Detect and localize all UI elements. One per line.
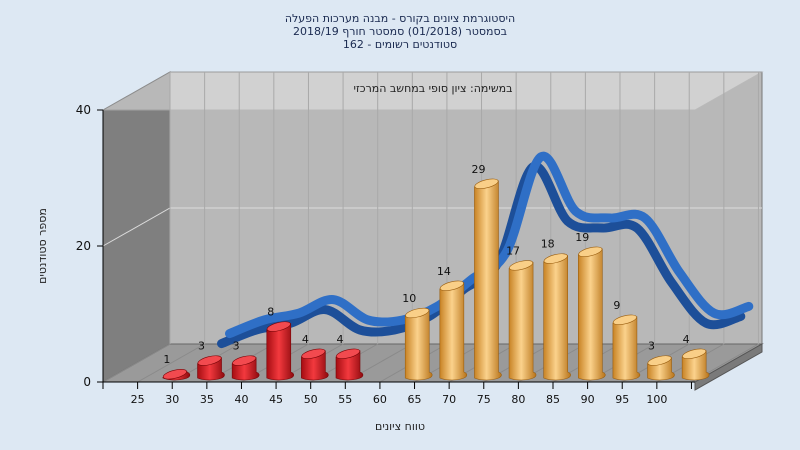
bar-cap — [578, 246, 603, 257]
bar — [231, 355, 260, 381]
floor-gridline — [102, 343, 171, 383]
bar — [508, 260, 537, 381]
bar-body — [474, 180, 502, 381]
bar — [301, 348, 329, 381]
bar — [474, 178, 502, 381]
bar-body — [266, 323, 295, 381]
bar-value-label: 4 — [336, 333, 343, 346]
bar-cap — [543, 253, 568, 264]
plot-right-edge — [694, 343, 763, 391]
trend-ribbon-top — [225, 151, 754, 339]
bar-value-label: 4 — [302, 333, 309, 346]
bar-cap — [232, 355, 257, 366]
x-tick-label: 45 — [269, 393, 283, 406]
x-tick-label: 50 — [304, 393, 318, 406]
bar-body — [543, 255, 571, 381]
x-tick-label: 100 — [646, 393, 667, 406]
bar-cap — [405, 307, 430, 319]
bar — [612, 314, 641, 381]
bar — [266, 321, 295, 381]
bar-value-label: 1 — [163, 353, 170, 366]
chart-title-line-1: היסטוגרמת ציונים בקורס - מבנה מערכות הפע… — [285, 12, 515, 25]
y-tick-label: 40 — [76, 103, 91, 117]
bar-cap — [474, 178, 499, 189]
x-tick-label: 65 — [408, 393, 422, 406]
bar — [197, 355, 225, 381]
bar-labels: 1 3 3 8 4 4 10 14 29 17 18 19 9 3 4 — [163, 163, 689, 366]
bar-cap — [162, 369, 187, 380]
x-tick-label: 40 — [234, 393, 248, 406]
bar-cap — [266, 321, 291, 332]
bar-value-label: 3 — [233, 340, 240, 353]
y-axis-ticks: 0 20 40 — [76, 103, 103, 389]
bar-value-label: 4 — [683, 333, 690, 346]
bar-value-label: 3 — [198, 340, 205, 353]
x-tick-label: 85 — [546, 393, 560, 406]
y-tick-label: 0 — [83, 375, 91, 389]
x-tick-label: 55 — [338, 393, 352, 406]
bar-value-label: 10 — [402, 292, 416, 305]
x-tick-label: 75 — [477, 393, 491, 406]
x-tick-label: 95 — [615, 393, 629, 406]
x-axis-label: טווח ציונים — [375, 420, 425, 433]
bar — [335, 348, 364, 381]
x-tick-label: 90 — [581, 393, 595, 406]
bar-cap — [647, 355, 672, 366]
bar-cap — [301, 348, 326, 359]
chart-subtitle: במשימה: ציון סופי במחשב המרכזי — [353, 82, 512, 95]
bar-value-label: 9 — [613, 299, 620, 312]
bar-cap — [682, 348, 707, 359]
bar-body — [612, 316, 641, 381]
bar-value-label: 17 — [506, 244, 520, 257]
x-tick-label: 70 — [442, 393, 456, 406]
x-tick-label: 35 — [200, 393, 214, 406]
x-axis-ticks: 25 30 35 40 45 50 55 60 65 70 75 80 85 90 95 100 — [102, 382, 692, 406]
bar-cap — [612, 314, 637, 325]
bar — [439, 280, 468, 381]
x-tick-label: 60 — [373, 393, 387, 406]
bar — [681, 348, 710, 381]
x-tick-label: 25 — [131, 393, 145, 406]
bar-cap — [197, 355, 222, 366]
bar-body — [508, 262, 537, 381]
x-tick-label: 80 — [511, 393, 525, 406]
bar — [404, 307, 433, 381]
bar-cap — [336, 348, 360, 359]
bar-cap — [509, 260, 534, 271]
bar — [647, 355, 675, 381]
bar-body — [578, 248, 606, 381]
bar-value-label: 19 — [575, 231, 589, 244]
chart-title-line-3: סטודנטים רשומים - 162 — [343, 38, 457, 51]
bars — [162, 178, 710, 381]
plot-top-edge — [101, 71, 764, 111]
bar — [543, 253, 571, 381]
bar-value-label: 14 — [437, 265, 451, 278]
bar-value-label: 3 — [648, 340, 655, 353]
chart-title-line-2: בסמסטר (01/2018) סמסטר חורף 2018/19 — [293, 25, 507, 38]
y-axis-label: מספר סטודנטים — [36, 208, 49, 284]
y-tick-label: 20 — [76, 239, 91, 253]
bar — [162, 369, 191, 381]
bar-body — [404, 309, 433, 381]
bar — [578, 246, 606, 381]
bar-value-label: 8 — [267, 306, 274, 319]
bar-value-label: 29 — [471, 163, 485, 176]
x-tick-label: 30 — [165, 393, 179, 406]
bar-cap — [439, 280, 464, 291]
bar-value-label: 18 — [541, 238, 555, 251]
bar-body — [439, 282, 468, 381]
floor-gridline — [137, 343, 205, 383]
